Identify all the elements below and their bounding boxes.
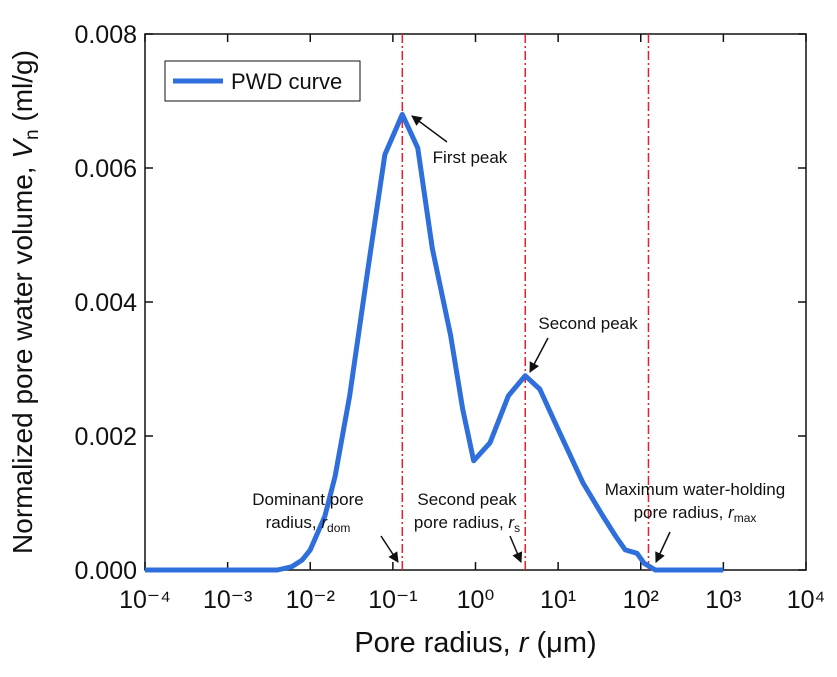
y-axis-label: Normalized pore water volume, Vn (ml/g) [7,50,43,554]
annotation: Second peak [538,314,638,333]
x-tick-label: 10⁴ [787,586,826,614]
annotation-arrow [655,531,671,563]
y-label-var: V [7,138,38,159]
x-label-var: r [519,627,530,659]
y-label-sub: n [22,129,43,140]
annotation-line1: Maximum water-holding [605,480,785,499]
x-tick-label: 10⁰ [457,586,495,614]
x-tick-label: 10⁻⁴ [119,586,171,614]
annotation-sub: s [514,521,520,535]
x-tick-label: 10⁻² [286,586,335,614]
annotation-arrow [411,115,448,143]
annotation-var: r [508,513,515,532]
x-label-unit: (μm) [528,627,596,659]
x-label-text: Pore radius, [354,627,518,659]
x-tick-label: 10⁻³ [203,586,252,614]
x-tick-label: 10⁻¹ [368,586,417,614]
legend-label: PWD curve [231,69,342,94]
annotation-arrow [509,535,523,563]
annotation-line1: Dominant pore [252,490,364,509]
y-tick-label: 0.000 [74,557,137,585]
annotation-line2: pore radius, rs [414,513,520,535]
x-tick-label: 10² [623,586,659,614]
annotation-text: pore radius, [634,503,729,522]
y-tick-label: 0.006 [74,155,137,183]
annotation-arrow [529,337,549,373]
annotation-line1: Second peak [417,490,517,509]
annotation-var: r [728,503,735,522]
annotation-var: r [321,513,328,532]
data-line [145,111,724,573]
annotation-line2: pore radius, rmax [634,503,757,525]
annotation-line2: radius, rdom [266,513,351,535]
annotation-sub: dom [327,521,350,535]
y-tick-label: 0.002 [74,423,137,451]
y-label-text: Normalized pore water volume, [7,159,38,554]
annotation-text: radius, [266,513,322,532]
annotation: First peak [433,148,508,167]
x-axis-label: Pore radius, r (μm) [354,627,596,659]
x-tick-label: 10¹ [540,586,576,614]
y-tick-label: 0.004 [74,289,137,317]
x-tick-label: 10³ [705,586,741,614]
annotation-text: pore radius, [414,513,509,532]
y-tick-label: 0.008 [74,21,137,49]
annotation-sub: max [734,511,757,525]
y-label-unit: (ml/g) [7,50,38,129]
annotation-arrow [380,535,399,563]
